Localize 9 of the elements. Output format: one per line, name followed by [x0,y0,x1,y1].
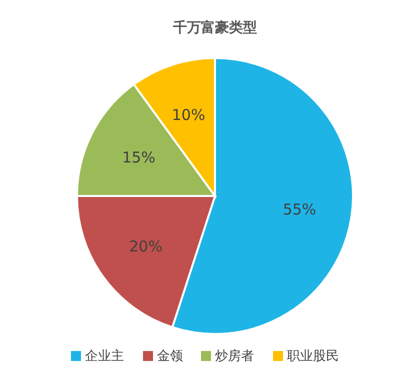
legend-label: 金领 [157,349,183,364]
data-label: 20% [129,238,162,256]
legend-label: 职业股民 [287,349,339,364]
legend-label: 炒房者 [215,348,254,364]
data-label: 10% [172,106,206,124]
legend-label: 企业主 [85,348,124,364]
data-label: 55% [282,200,316,219]
chart-title: 千万富豪类型 [172,19,257,36]
data-label: 15% [122,148,156,166]
